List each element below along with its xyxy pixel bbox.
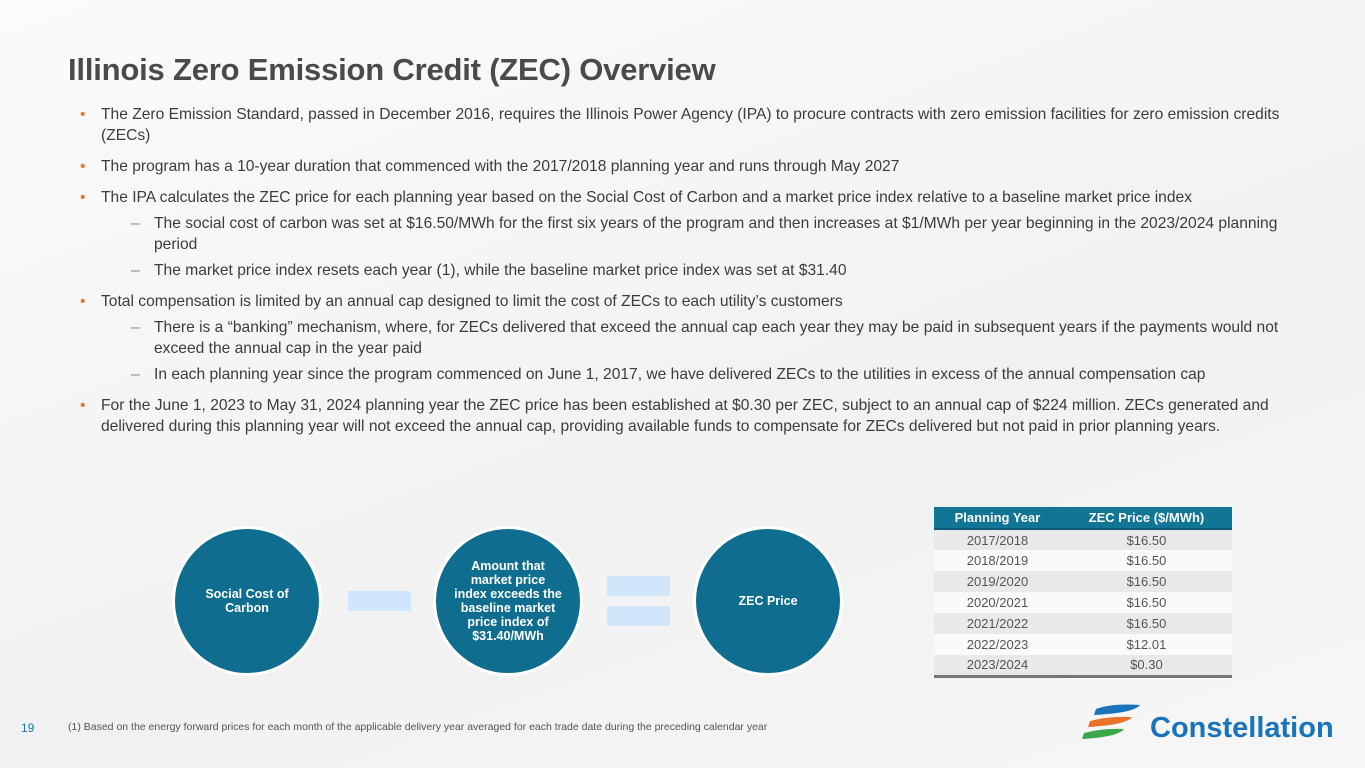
bullet-item: The Zero Emission Standard, passed in De… [80, 104, 1300, 146]
table-cell: $12.01 [1060, 634, 1232, 655]
table-row: 2020/2021 $16.50 [934, 592, 1232, 613]
bullet-text: The IPA calculates the ZEC price for eac… [101, 189, 1192, 206]
table-cell: $16.50 [1060, 592, 1232, 613]
table-cell: 2022/2023 [934, 634, 1061, 655]
bullet-item: The IPA calculates the ZEC price for eac… [80, 187, 1300, 281]
sub-bullet: The social cost of carbon was set at $16… [101, 213, 1300, 255]
logo-text: Constellation [1150, 712, 1334, 744]
zec-price-table: Planning Year ZEC Price ($/MWh) 2017/2018… [934, 507, 1232, 678]
sub-bullet: The market price index resets each year … [101, 260, 1300, 281]
bullet-text: The program has a 10-year duration that … [101, 158, 900, 175]
logo-stripes-icon [1082, 704, 1140, 739]
sub-bullet: In each planning year since the program … [101, 364, 1300, 385]
table-row: 2023/2024 $0.30 [934, 655, 1232, 676]
table-cell: 2020/2021 [934, 592, 1061, 613]
bullet-text: The Zero Emission Standard, passed in De… [101, 106, 1280, 144]
table-row: 2021/2022 $16.50 [934, 613, 1232, 634]
page-title: Illinois Zero Emission Credit (ZEC) Over… [68, 52, 716, 87]
bullet-text: For the June 1, 2023 to May 31, 2024 pla… [101, 397, 1269, 435]
table-cell: $0.30 [1060, 655, 1232, 676]
table-cell: 2021/2022 [934, 613, 1061, 634]
col-header: ZEC Price ($/MWh) [1060, 507, 1232, 530]
table-row: 2022/2023 $12.01 [934, 634, 1232, 655]
table-cell: $16.50 [1060, 571, 1232, 592]
bullet-text: Total compensation is limited by an annu… [101, 293, 843, 310]
table-row: 2018/2019 $16.50 [934, 550, 1232, 571]
equals-sign-bottom [607, 606, 670, 626]
zec-price-circle: ZEC Price [693, 526, 843, 676]
bullet-item: For the June 1, 2023 to May 31, 2024 pla… [80, 395, 1300, 437]
bullet-list: The Zero Emission Standard, passed in De… [80, 104, 1300, 447]
table-cell: 2018/2019 [934, 550, 1061, 571]
table-cell: 2023/2024 [934, 655, 1061, 676]
table-cell: $16.50 [1060, 529, 1232, 550]
table-cell: 2017/2018 [934, 529, 1061, 550]
sub-bullet: There is a “banking” mechanism, where, f… [101, 317, 1300, 359]
bullet-item: Total compensation is limited by an annu… [80, 291, 1300, 385]
table-cell: $16.50 [1060, 550, 1232, 571]
col-header: Planning Year [934, 507, 1061, 530]
table-row: 2019/2020 $16.50 [934, 571, 1232, 592]
table-row: 2017/2018 $16.50 [934, 529, 1232, 550]
market-index-circle: Amount that market price index exceeds t… [433, 526, 583, 676]
footnote: (1) Based on the energy forward prices f… [68, 721, 768, 733]
minus-sign [348, 591, 411, 611]
table-cell: $16.50 [1060, 613, 1232, 634]
social-cost-circle: Social Cost of Carbon [172, 526, 322, 676]
page-number: 19 [21, 721, 35, 735]
bullet-item: The program has a 10-year duration that … [80, 156, 1300, 177]
table-cell: 2019/2020 [934, 571, 1061, 592]
constellation-logo: Constellation [1082, 700, 1334, 745]
equals-sign-top [607, 576, 670, 596]
